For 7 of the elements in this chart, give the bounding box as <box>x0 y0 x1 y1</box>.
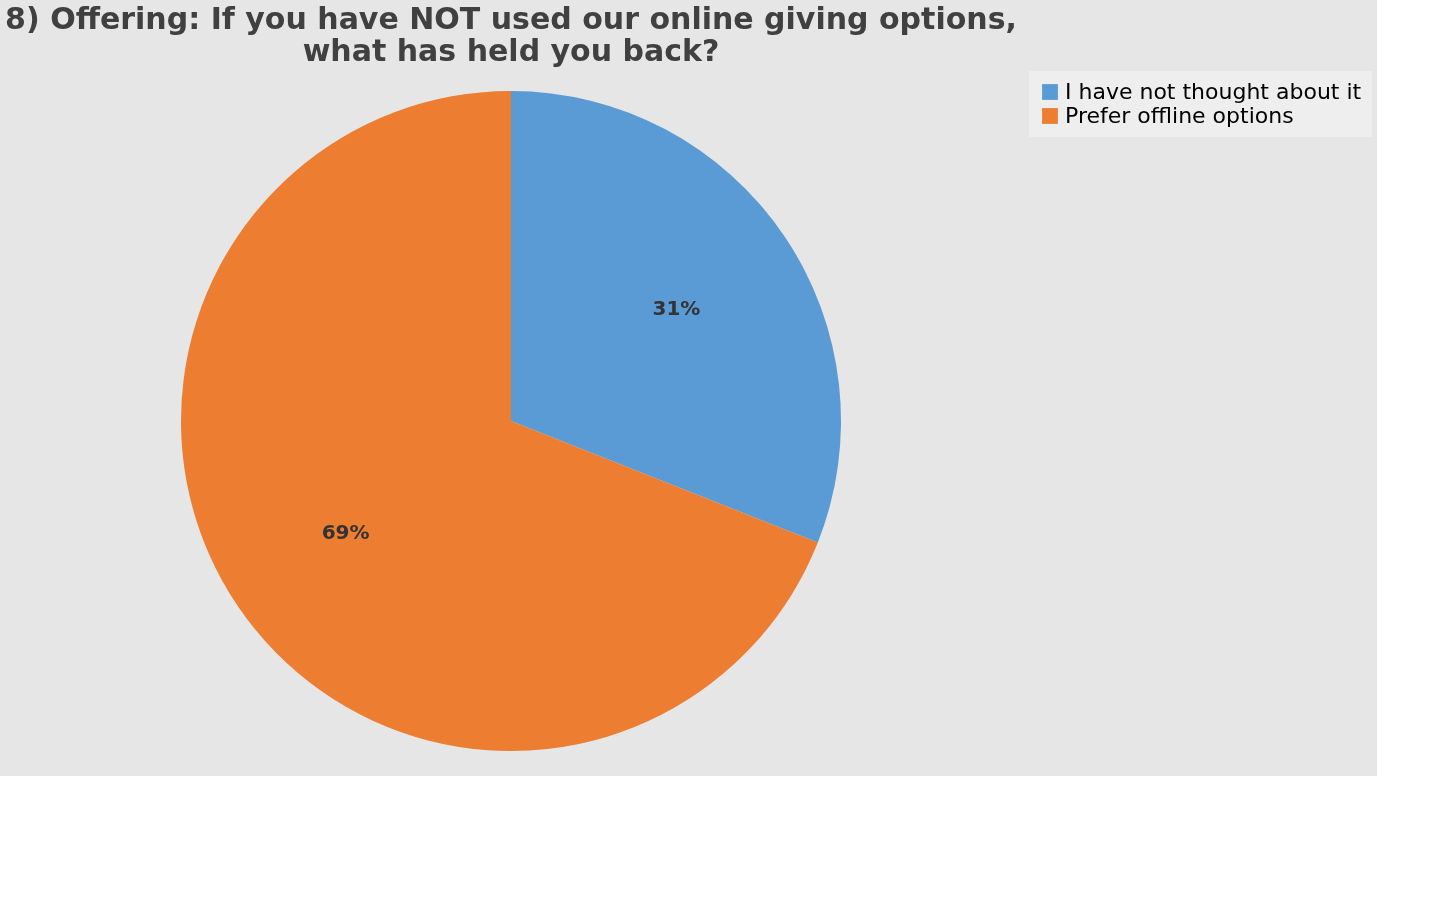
chart-title: 8) Offering: If you have NOT used our online giving options, what has held you back? <box>5 1 1017 68</box>
pie-slice <box>181 91 818 751</box>
legend-label: I have not thought about it <box>1065 79 1362 104</box>
pie-slice <box>511 91 841 543</box>
data-label: 31% <box>652 295 701 320</box>
legend-label: Prefer offline options <box>1065 103 1294 128</box>
data-label: 69% <box>321 520 370 545</box>
